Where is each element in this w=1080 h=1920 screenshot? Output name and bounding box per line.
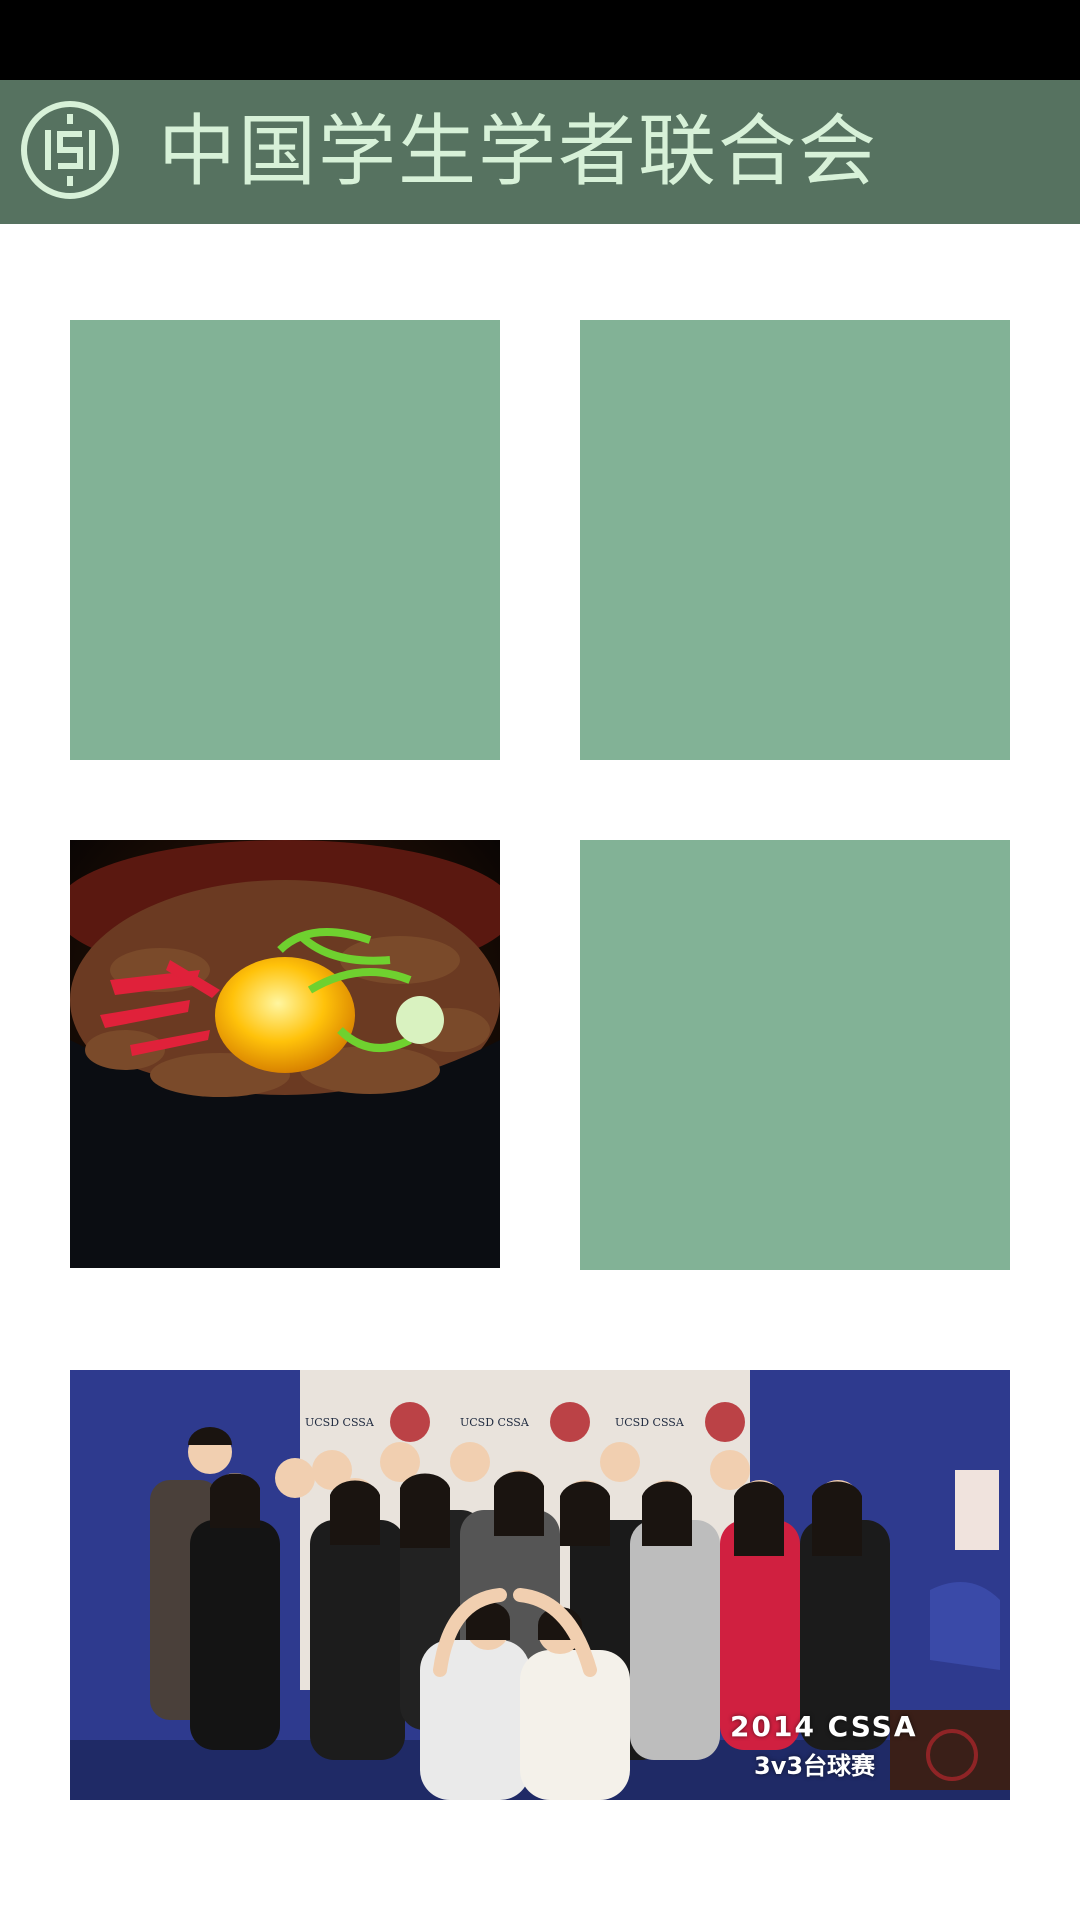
event-banner[interactable]: UCSD CSSA UCSD CSSA UCSD CSSA — [70, 1370, 1010, 1800]
backdrop-text: UCSD CSSA — [305, 1416, 375, 1429]
event-title: 2014 CSSA — [730, 1710, 918, 1743]
cssa-logo-icon[interactable] — [20, 100, 120, 200]
status-bar — [0, 0, 1080, 80]
tile-food-photo[interactable] — [70, 840, 500, 1268]
tile-middle-right[interactable] — [580, 840, 1010, 1270]
backdrop-text: UCSD CSSA — [615, 1416, 685, 1429]
tile-top-left[interactable] — [70, 320, 500, 760]
event-subtitle: 3v3台球赛 — [754, 1752, 876, 1780]
group-photo: UCSD CSSA UCSD CSSA UCSD CSSA — [70, 1370, 1010, 1800]
app-header: 中国学生学者联合会 — [0, 80, 1080, 224]
page-title: 中国学生学者联合会 — [158, 107, 879, 197]
tile-top-right[interactable] — [580, 320, 1010, 760]
beef-rice-bowl-photo — [70, 840, 500, 1268]
backdrop-text: UCSD CSSA — [460, 1416, 530, 1429]
